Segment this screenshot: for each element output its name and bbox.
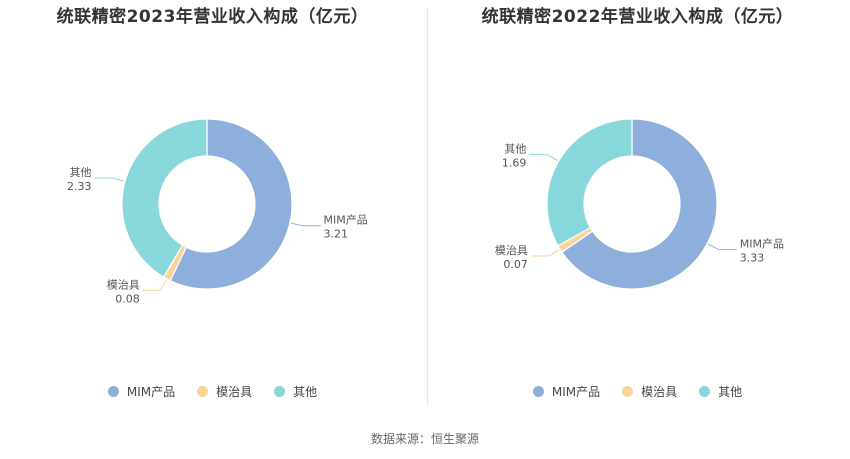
legend-marker (532, 386, 544, 397)
legend: MIM产品 模治具 其他 (0, 383, 425, 400)
slice-label-mim: MIM产品 (740, 237, 784, 251)
slice-value-other: 1.69 (502, 157, 527, 170)
legend-marker (622, 386, 634, 397)
slice-value-mim: 3.33 (740, 252, 765, 265)
leader-line-other (529, 154, 558, 162)
data-source: 数据来源：恒生聚源 (370, 432, 479, 446)
leader-line-mim (290, 222, 321, 227)
legend-marker (274, 386, 286, 397)
slice-other[interactable] (121, 118, 208, 278)
slice-value-mim: 3.21 (324, 228, 349, 241)
slice-mim[interactable] (169, 118, 293, 290)
chart-title: 统联精密2023年营业收入构成（亿元） (56, 7, 369, 27)
leader-line-mold (530, 249, 560, 257)
legend-label: 其他 (718, 385, 743, 399)
chart-2022: 统联精密2022年营业收入构成（亿元） MIM产品 3.33 模治具 0.07 其他 1.… (425, 0, 850, 410)
legend-item-mold[interactable]: 模治具 (622, 383, 677, 400)
slice-label-mim: MIM产品 (324, 213, 368, 227)
legend-item-mold[interactable]: 模治具 (197, 383, 252, 400)
slice-label-mold: 模治具 (107, 277, 140, 291)
legend-marker (107, 386, 119, 397)
slice-other[interactable] (546, 118, 633, 247)
chart-2023: 统联精密2023年营业收入构成（亿元） MIM产品 3.21 模治具 0.08 其他 2.… (0, 0, 425, 410)
leader-line-other (94, 177, 125, 182)
slice-value-mold: 0.08 (115, 292, 140, 305)
legend-item-other[interactable]: 其他 (699, 383, 742, 400)
slice-value-other: 2.33 (67, 180, 92, 193)
legend-marker (699, 386, 711, 397)
legend-item-mim[interactable]: MIM产品 (107, 383, 176, 400)
leader-line-mold (142, 279, 167, 291)
legend-label: 模治具 (641, 385, 678, 399)
legend-label: MIM产品 (126, 385, 176, 399)
legend-marker (197, 386, 209, 397)
leader-line-mim (707, 243, 737, 251)
legend: MIM产品 模治具 其他 (425, 383, 850, 400)
legend-label: 其他 (293, 385, 318, 399)
chart-title: 统联精密2022年营业收入构成（亿元） (481, 7, 794, 27)
slice-label-mold: 模治具 (495, 243, 528, 257)
legend-label: 模治具 (216, 385, 253, 399)
panel-divider (427, 8, 428, 406)
slice-mim[interactable] (561, 118, 718, 290)
legend-label: MIM产品 (551, 385, 601, 399)
slice-value-mold: 0.07 (503, 258, 528, 271)
slice-label-other: 其他 (70, 166, 92, 179)
legend-item-mim[interactable]: MIM产品 (532, 383, 601, 400)
slice-label-other: 其他 (504, 143, 526, 156)
legend-item-other[interactable]: 其他 (274, 383, 317, 400)
